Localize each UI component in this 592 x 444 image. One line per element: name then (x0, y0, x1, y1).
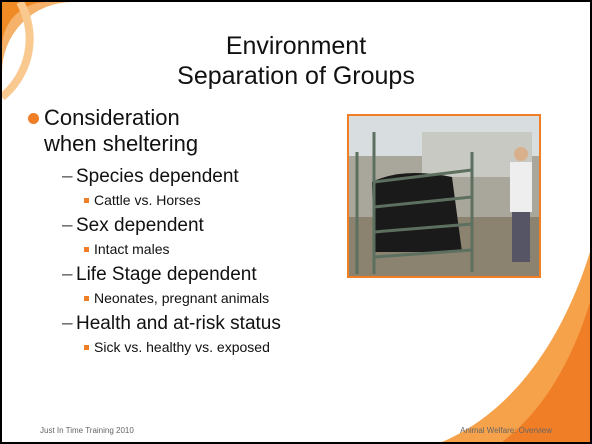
sub-sub-text: Intact males (94, 241, 169, 257)
dash: – (62, 264, 73, 286)
title: Environment (2, 32, 590, 61)
sub-sub-text: Neonates, pregnant animals (94, 290, 269, 306)
sub-sub-text: Cattle vs. Horses (94, 192, 201, 208)
dash: – (62, 166, 73, 188)
title: Separation of Groups (2, 62, 590, 91)
bullet-text: when sheltering (44, 131, 198, 157)
sub-bullet-text: Life Stage dependent (76, 264, 257, 286)
dash: – (62, 313, 73, 335)
bullet-dot (28, 113, 39, 124)
sub-bullet-square (84, 247, 89, 252)
dash: – (62, 215, 73, 237)
sub-bullet-square (84, 296, 89, 301)
sub-bullet-text: Species dependent (76, 166, 239, 188)
bullet-text: Consideration (44, 105, 180, 131)
footer-left: Just In Time Training 2010 (40, 426, 134, 435)
photo (348, 115, 540, 277)
sub-bullet-text: Health and at-risk status (76, 313, 281, 335)
sub-bullet-text: Sex dependent (76, 215, 204, 237)
sub-sub-text: Sick vs. healthy vs. exposed (94, 339, 270, 355)
sub-bullet-square (84, 198, 89, 203)
sub-bullet-square (84, 345, 89, 350)
slide: Environment Separation of Groups Conside… (0, 0, 592, 444)
footer-right: Animal Welfare: Overview (460, 426, 552, 435)
